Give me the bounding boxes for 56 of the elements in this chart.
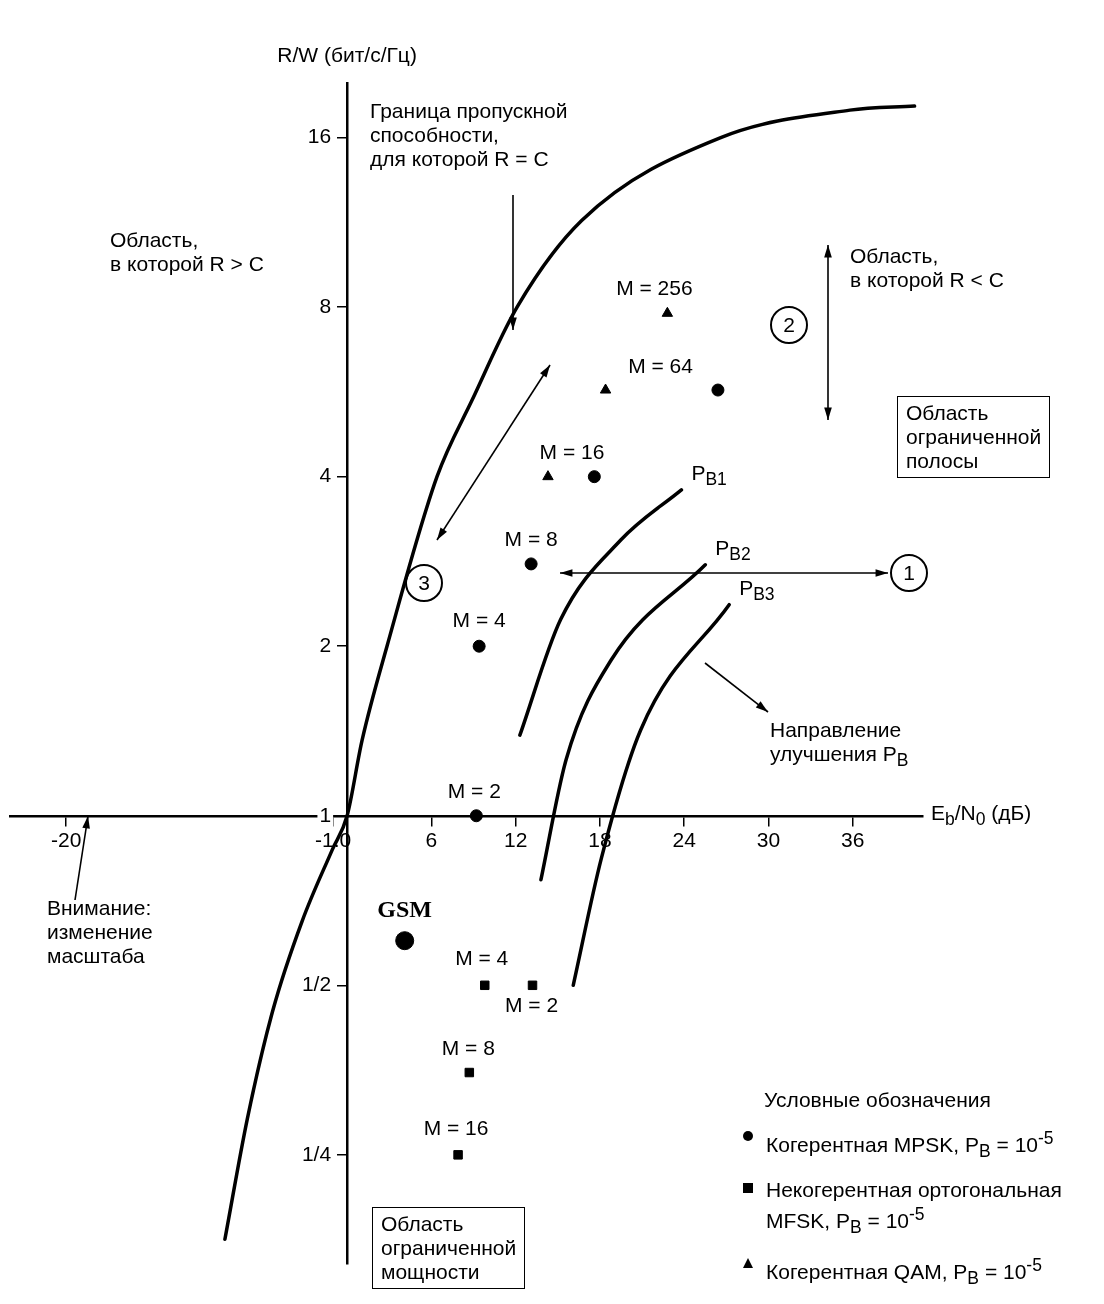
annotation: Внимание: изменение масштаба <box>47 896 153 968</box>
annotation: Область, в которой R > C <box>110 228 264 276</box>
point <box>711 383 725 397</box>
point <box>472 639 486 653</box>
series-label: P$_{B3}$ <box>739 575 775 606</box>
annotation: Область ограниченной мощности <box>372 1207 526 1289</box>
legend-label: Когерентная QAM, P$_{B}$ = 10$^{-5}$ <box>766 1253 1042 1290</box>
annotation: M = 4 <box>455 946 509 971</box>
annotation: M = 4 <box>452 608 506 633</box>
annotation: Граница пропускной способности, для которой R = C <box>370 99 568 171</box>
point <box>480 980 490 991</box>
series-label: P$_{B2}$ <box>715 535 751 566</box>
legend-label: Некогерентная ортогональная MFSK, P$_{B}$ = 10$^{-5}$ <box>766 1177 1063 1239</box>
y-tick-label: 1/2 <box>301 972 332 996</box>
point <box>464 1067 475 1078</box>
x-tick-label: 30 <box>756 828 781 852</box>
x-tick-label: 36 <box>841 828 865 852</box>
y-axis-title: R/W (бит/с/Гц) <box>277 43 417 67</box>
x-tick-label: 24 <box>672 828 697 852</box>
annotation: M = 8 <box>504 526 558 551</box>
x-tick-label: -20 <box>51 828 82 852</box>
annotation: 1 <box>890 554 928 592</box>
point <box>599 383 612 394</box>
point <box>587 470 601 484</box>
annotation: M = 2 <box>504 993 559 1018</box>
point <box>469 809 483 823</box>
point <box>527 980 538 991</box>
y-tick-label: 8 <box>319 293 332 317</box>
y-tick-label: 1 <box>319 802 332 826</box>
x-axis-title: E$_{b}$/N$_{0}$ (дБ) <box>931 800 1032 831</box>
annotation: M = 256 <box>616 276 693 301</box>
y-tick-label: 16 <box>307 124 332 148</box>
legend-label: Когерентная MPSK, P$_{B}$ = 10$^{-5}$ <box>766 1127 1054 1164</box>
point <box>453 1150 463 1160</box>
y-tick-label: 1/4 <box>301 1141 332 1165</box>
annotation: Область, в которой R < C <box>850 244 1004 292</box>
annotation: Область ограниченной полосы <box>897 396 1051 478</box>
annotation: 2 <box>770 306 808 344</box>
annotation: M = 16 <box>539 439 605 464</box>
y-tick-label: 2 <box>319 633 332 657</box>
x-tick-label: 6 <box>425 828 438 852</box>
annotation: M = 2 <box>447 778 501 803</box>
point <box>524 557 538 571</box>
legend-title: Условные обозначения <box>764 1088 992 1113</box>
annotation: 3 <box>405 564 443 602</box>
point <box>661 306 674 317</box>
annotation: Направление улучшения P$_{B}$ <box>770 717 909 773</box>
annotation: M = 8 <box>441 1035 495 1060</box>
point <box>395 931 415 951</box>
y-tick-label: 4 <box>319 463 332 487</box>
x-tick-label: 12 <box>503 828 528 852</box>
series-label: P$_{B1}$ <box>691 460 727 491</box>
point <box>542 470 554 481</box>
annotation: M = 64 <box>628 354 693 379</box>
annotation: M = 16 <box>423 1115 489 1140</box>
series-label: GSM <box>377 895 433 922</box>
